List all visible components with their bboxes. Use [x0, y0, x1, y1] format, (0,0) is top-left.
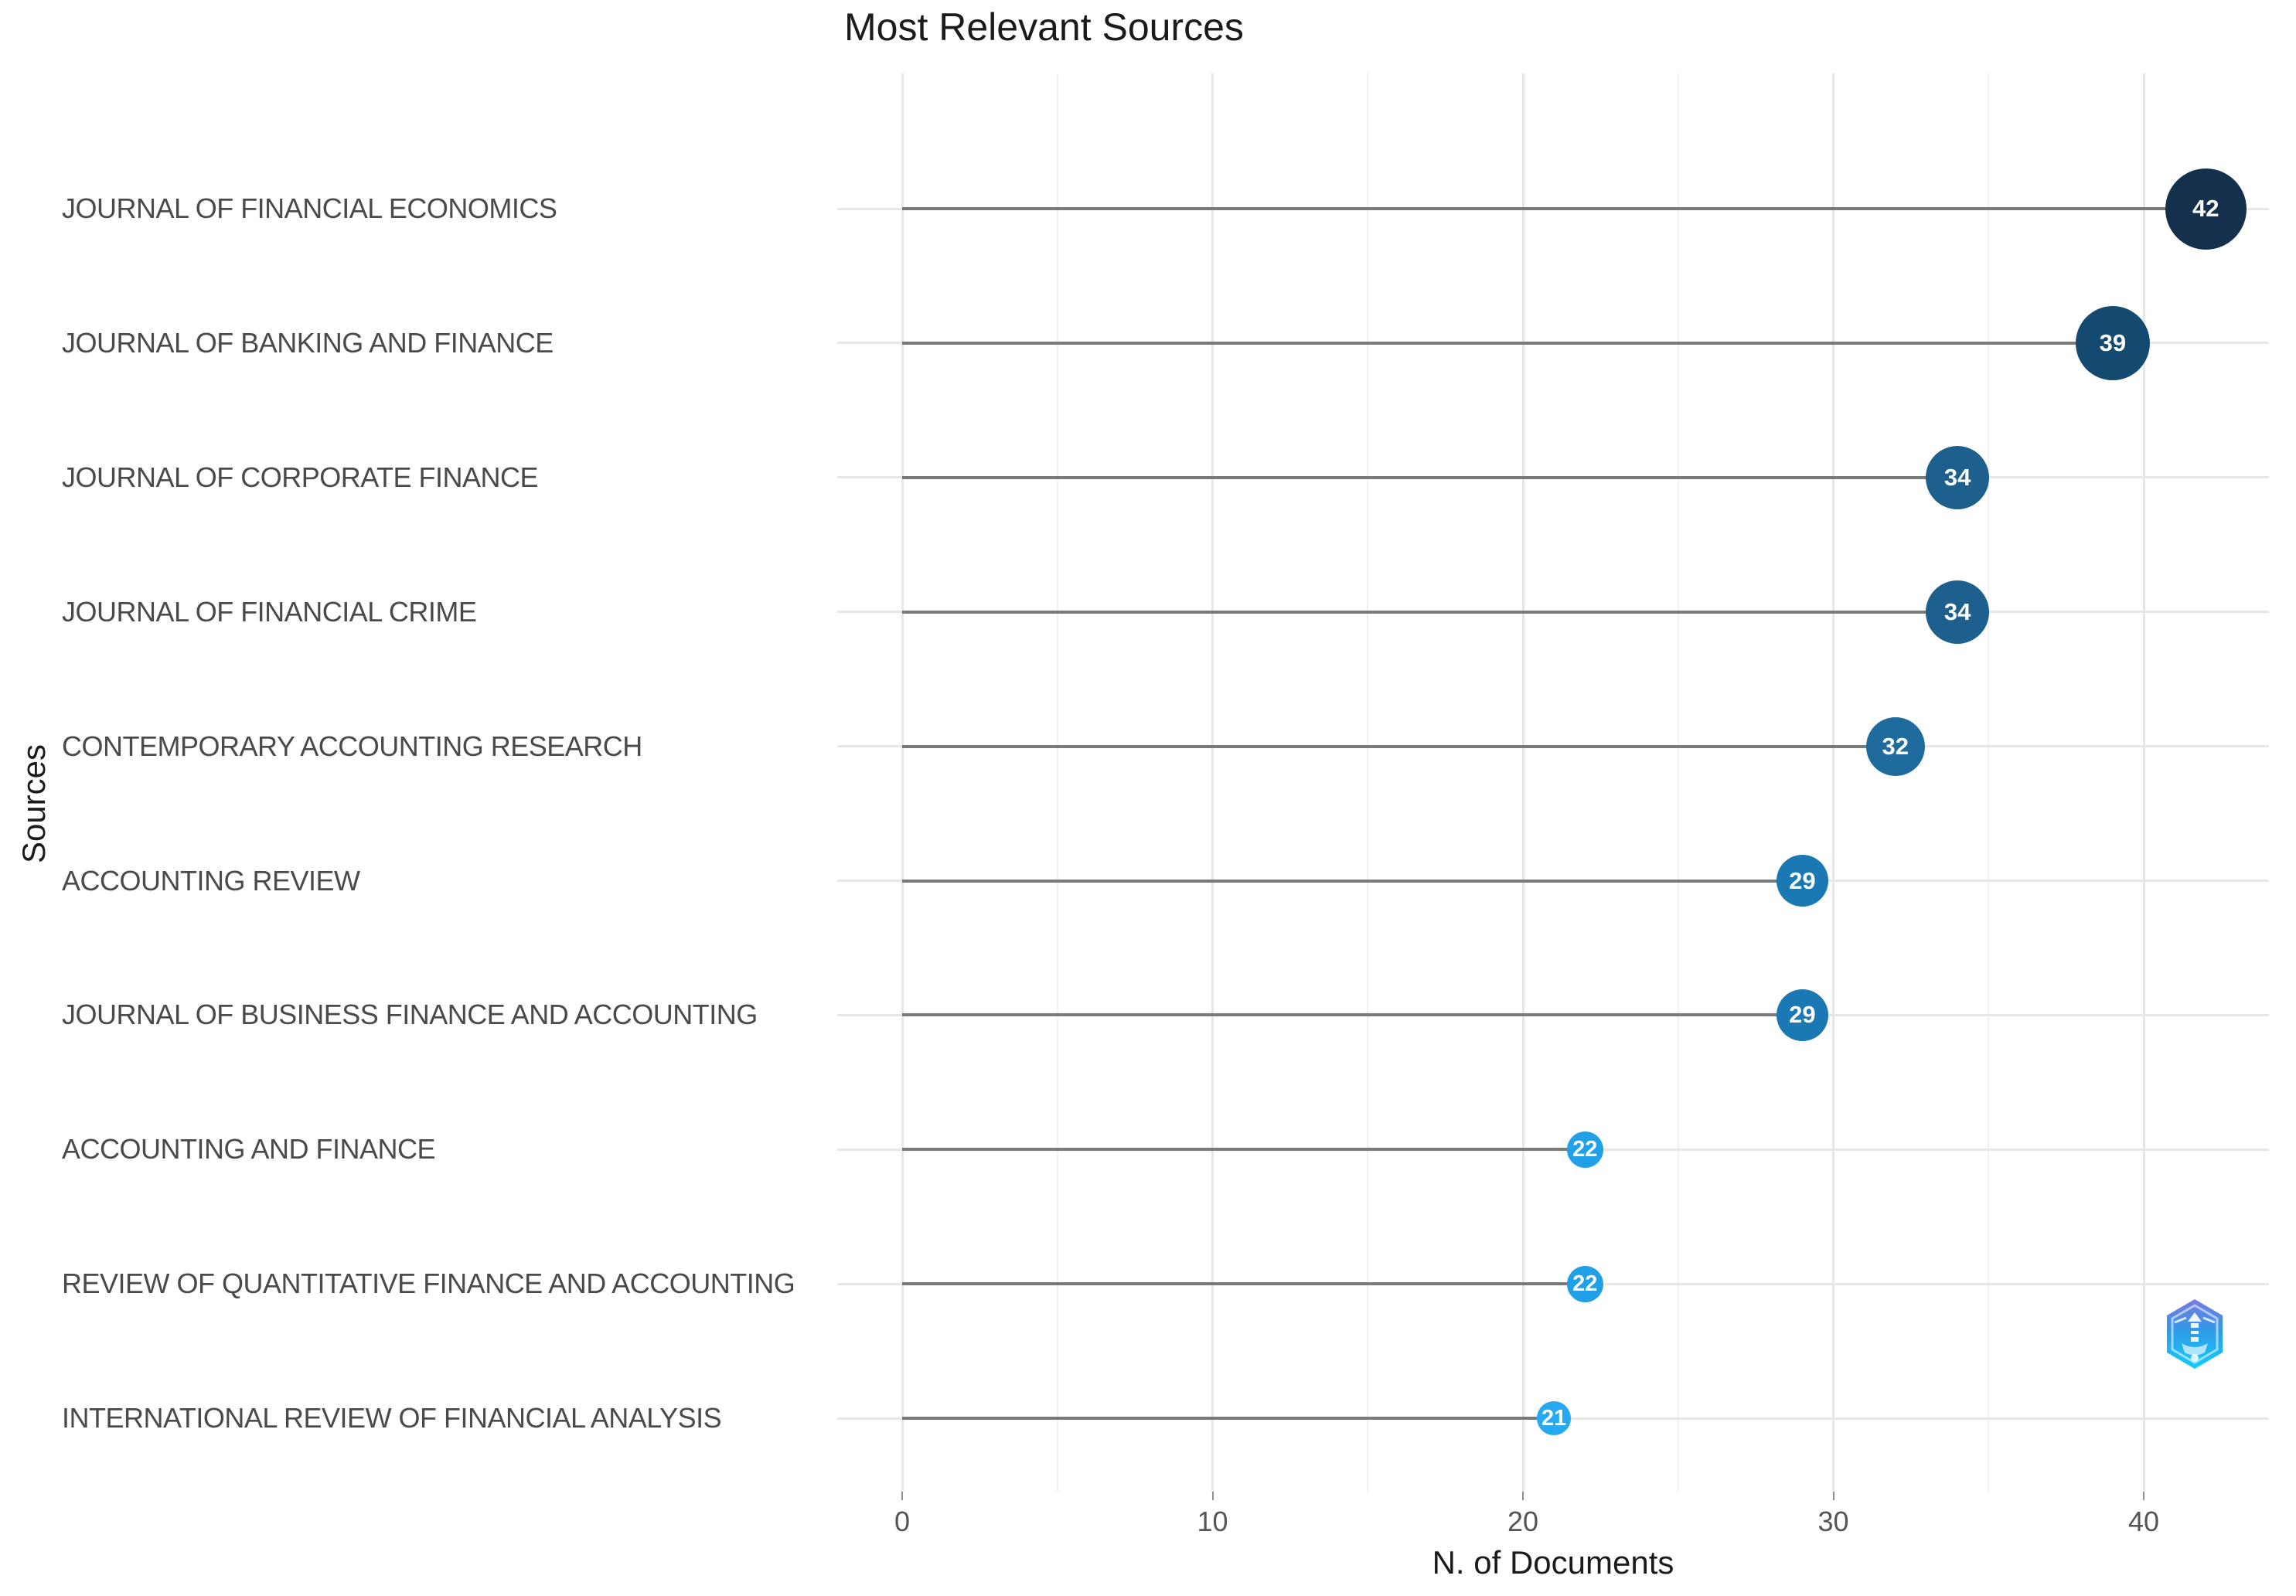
lollipop-stem — [902, 744, 1896, 748]
lollipop-stem — [902, 475, 1958, 479]
data-point[interactable]: 22 — [1566, 1131, 1603, 1168]
lollipop-stem — [902, 1417, 1555, 1421]
plot-panel: 42 39 34 34 32 29 29 22 22 21 — [837, 73, 2269, 1492]
x-tick-label: 40 — [2127, 1506, 2160, 1537]
y-axis-label: JOURNAL OF BANKING AND FINANCE — [62, 326, 554, 359]
y-axis-label: ACCOUNTING AND FINANCE — [62, 1133, 436, 1166]
data-point-value: 39 — [2099, 328, 2127, 356]
data-point[interactable]: 39 — [2075, 305, 2150, 380]
lollipop-stem — [902, 879, 1803, 883]
y-axis-label: JOURNAL OF FINANCIAL ECONOMICS — [62, 192, 557, 224]
data-point[interactable]: 29 — [1776, 855, 1828, 907]
axis-tick — [1522, 1492, 1524, 1500]
data-point-value: 21 — [1541, 1405, 1567, 1431]
data-point[interactable]: 22 — [1566, 1265, 1603, 1302]
data-point-value: 29 — [1789, 1001, 1816, 1029]
y-axis-label: ACCOUNTING REVIEW — [62, 864, 360, 897]
lollipop-stem — [902, 1013, 1803, 1017]
x-tick-label: 30 — [1817, 1506, 1849, 1537]
lollipop-stem — [902, 341, 2113, 345]
x-tick-label: 20 — [1507, 1506, 1539, 1537]
gridline-vertical-major — [1521, 73, 1524, 1492]
y-axis-label: REVIEW OF QUANTITATIVE FINANCE AND ACCOU… — [62, 1268, 795, 1300]
gridline-vertical-major — [1832, 73, 1834, 1492]
data-point[interactable]: 32 — [1865, 716, 1925, 776]
data-point-value: 29 — [1789, 866, 1816, 894]
lollipop-stem — [902, 610, 1958, 614]
gridline-vertical-minor — [1367, 73, 1369, 1492]
gridline-vertical-major — [901, 73, 904, 1492]
gridline-vertical-major — [1211, 73, 1214, 1492]
data-point[interactable]: 21 — [1537, 1401, 1572, 1436]
data-point-value: 34 — [1943, 597, 1971, 625]
lollipop-stem — [902, 1148, 1586, 1152]
x-tick-label: 0 — [894, 1506, 911, 1537]
y-axis-label: CONTEMPORARY ACCOUNTING RESEARCH — [62, 730, 642, 762]
data-point-value: 22 — [1572, 1271, 1598, 1296]
gridline-vertical-minor — [1677, 73, 1679, 1492]
axis-tick — [901, 1492, 903, 1500]
chart-title: Most Relevant Sources — [844, 5, 1244, 49]
y-axis-label: JOURNAL OF BUSINESS FINANCE AND ACCOUNTI… — [62, 999, 758, 1031]
data-point-value: 22 — [1572, 1136, 1598, 1162]
x-axis-title: N. of Documents — [1432, 1544, 1674, 1581]
y-axis-label: INTERNATIONAL REVIEW OF FINANCIAL ANALYS… — [62, 1402, 722, 1434]
axis-tick — [1832, 1492, 1834, 1500]
x-tick-label: 10 — [1197, 1506, 1228, 1537]
y-axis-label: JOURNAL OF CORPORATE FINANCE — [62, 461, 539, 493]
lollipop-stem — [902, 207, 2206, 210]
data-point-value: 42 — [2192, 195, 2219, 222]
axis-tick — [1211, 1492, 1214, 1500]
axis-tick — [2143, 1492, 2144, 1500]
data-point[interactable]: 34 — [1926, 445, 1990, 509]
lollipop-stem — [902, 1282, 1586, 1286]
data-point[interactable]: 42 — [2165, 168, 2247, 250]
y-axis-title: Sources — [15, 744, 52, 864]
gridline-vertical-minor — [1988, 73, 1990, 1492]
y-axis-label: JOURNAL OF FINANCIAL CRIME — [62, 595, 477, 628]
data-point-value: 34 — [1943, 463, 1971, 491]
data-point[interactable]: 29 — [1776, 989, 1828, 1041]
data-point[interactable]: 34 — [1926, 580, 1990, 644]
data-point-value: 32 — [1882, 732, 1909, 760]
gridline-vertical-major — [2142, 73, 2145, 1492]
biblioshiny-hexagon-lighthouse-logo-icon — [2167, 1299, 2223, 1369]
gridline-vertical-minor — [1056, 73, 1058, 1492]
